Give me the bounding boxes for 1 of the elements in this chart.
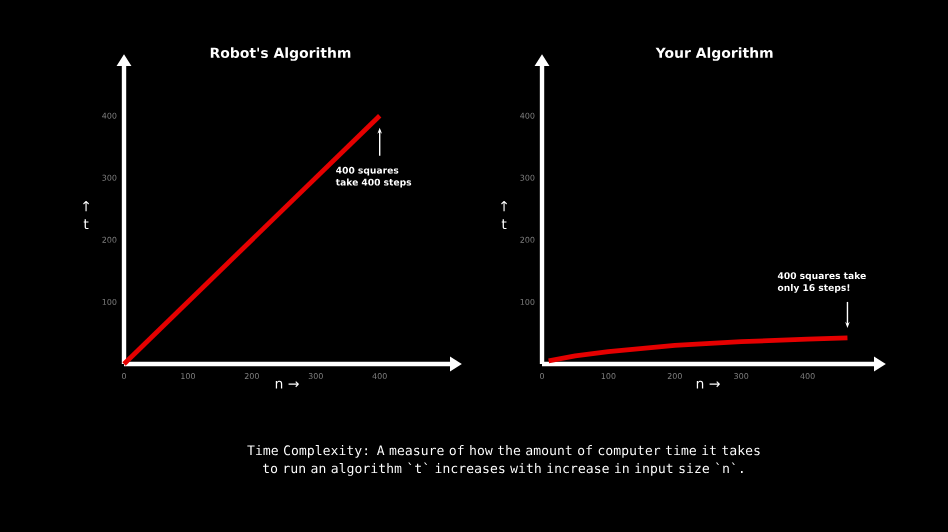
line-series	[546, 335, 850, 364]
